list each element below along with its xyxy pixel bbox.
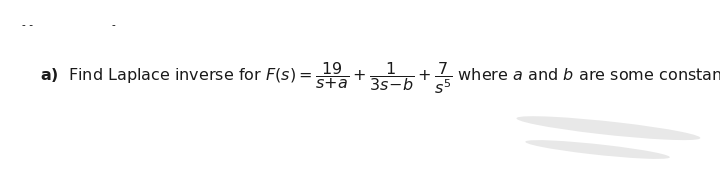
- Text: - -: - -: [22, 21, 32, 31]
- Text: -: -: [112, 21, 115, 31]
- Ellipse shape: [516, 116, 701, 140]
- Text: $\mathbf{a)}$  $\rm{Find\ Laplace\ inverse\ for\ }$$F(s) = \dfrac{19}{s\!+\!a} +: $\mathbf{a)}$ $\rm{Find\ Laplace\ invers…: [40, 61, 720, 96]
- Ellipse shape: [526, 140, 670, 159]
